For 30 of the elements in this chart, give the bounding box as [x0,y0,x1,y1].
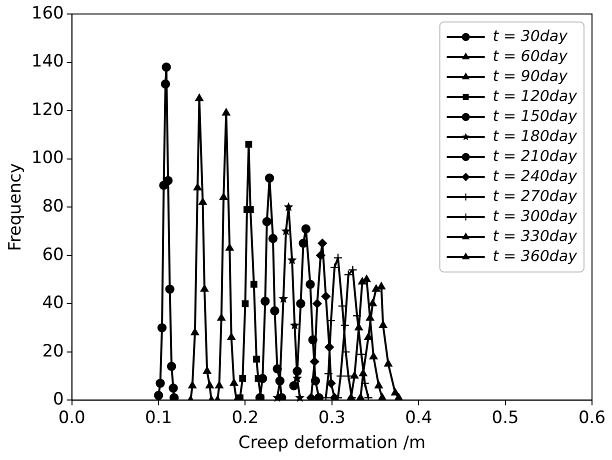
y-tick-label: 20 [42,341,64,362]
x-tick-label: 0.4 [405,408,432,428]
legend-label: t = 300day [492,206,578,225]
x-tick-label: 0.0 [58,408,86,428]
legend-label: t = 30day [492,26,569,45]
y-tick-label: 140 [31,52,64,72]
x-tick-label: 0.5 [492,408,519,428]
legend-label: t = 90day [492,66,569,85]
legend-label: t = 180day [492,126,578,145]
x-tick-label: 0.6 [578,408,606,428]
legend-label: t = 120day [492,86,578,105]
y-tick-label: 100 [31,148,64,168]
x-tick-label: 0.1 [145,408,172,428]
x-tick-label: 0.3 [318,408,346,428]
legend-label: t = 270day [492,186,578,205]
x-tick-label: 0.2 [232,408,259,428]
y-tick-label: 40 [42,293,64,314]
legend-label: t = 240day [492,166,578,185]
y-tick-label: 80 [42,196,64,217]
y-tick-label: 0 [53,390,64,410]
x-axis-title: Creep deformation /m [238,433,426,454]
y-axis-title: Frequency [6,163,26,252]
legend-label: t = 60day [492,46,569,65]
y-tick-label: 60 [42,244,64,265]
legend-label: t = 150day [492,106,578,125]
y-tick-label: 120 [31,100,64,120]
y-tick-label: 160 [31,3,64,24]
legend-label: t = 330day [492,226,578,245]
legend-label: t = 210day [492,146,578,165]
legend-label: t = 360day [492,246,578,265]
